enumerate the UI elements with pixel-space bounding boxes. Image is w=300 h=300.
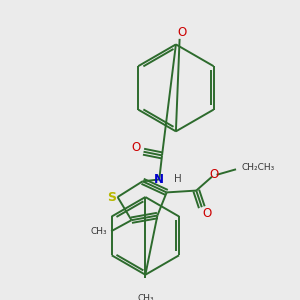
Text: CH₃: CH₃ [137,294,154,300]
Text: CH₃: CH₃ [90,227,107,236]
Text: O: O [178,26,187,39]
Text: H: H [174,175,182,184]
Text: O: O [202,207,212,220]
Text: O: O [131,141,140,154]
Text: CH₂CH₃: CH₂CH₃ [242,164,275,172]
Text: O: O [210,168,219,181]
Text: S: S [108,190,117,203]
Text: N: N [154,173,164,186]
